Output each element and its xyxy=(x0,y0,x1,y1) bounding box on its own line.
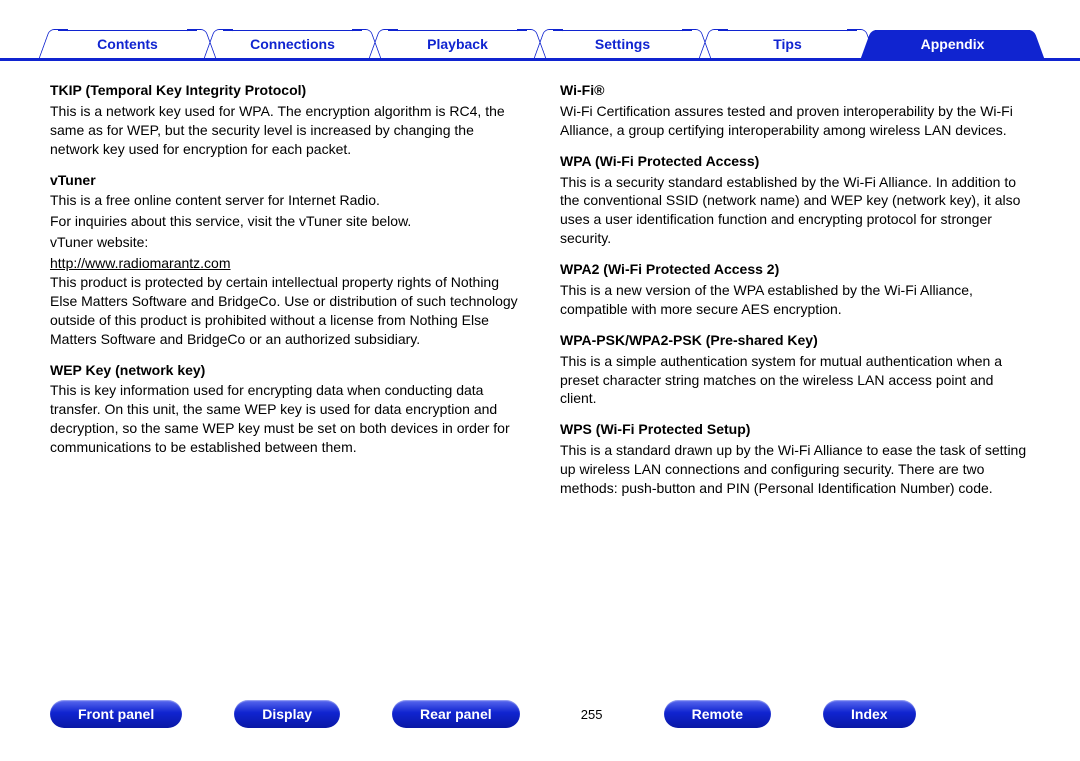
remote-button[interactable]: Remote xyxy=(664,700,771,728)
index-button[interactable]: Index xyxy=(823,700,916,728)
section-body: This is a security standard established … xyxy=(560,173,1030,249)
left-column: TKIP (Temporal Key Integrity Protocol) T… xyxy=(50,81,520,500)
tab-settings[interactable]: Settings xyxy=(545,30,700,58)
pill-label: Display xyxy=(262,706,312,722)
section-body: This is a new version of the WPA establi… xyxy=(560,281,1030,319)
tab-playback[interactable]: Playback xyxy=(380,30,535,58)
tab-label: Connections xyxy=(250,36,335,52)
tab-tips[interactable]: Tips xyxy=(710,30,865,58)
section-body: This is a simple authentication system f… xyxy=(560,352,1030,409)
rear-panel-button[interactable]: Rear panel xyxy=(392,700,520,728)
right-column: Wi-Fi® Wi-Fi Certification assures teste… xyxy=(560,81,1030,500)
display-button[interactable]: Display xyxy=(234,700,340,728)
tab-contents[interactable]: Contents xyxy=(50,30,205,58)
section-body: For inquiries about this service, visit … xyxy=(50,212,520,231)
pill-label: Remote xyxy=(692,706,743,722)
bottom-nav: Front panel Display Rear panel 255 Remot… xyxy=(0,700,1080,728)
tab-appendix[interactable]: Appendix xyxy=(875,30,1030,58)
section-body: This is a free online content server for… xyxy=(50,191,520,210)
tab-label: Playback xyxy=(427,36,488,52)
vtuner-link[interactable]: http://www.radiomarantz.com xyxy=(50,254,231,273)
section-title-wifi: Wi-Fi® xyxy=(560,81,1030,100)
section-body: This is a network key used for WPA. The … xyxy=(50,102,520,159)
pill-label: Front panel xyxy=(78,706,154,722)
section-body: This product is protected by certain int… xyxy=(50,273,520,349)
section-body: This is a standard drawn up by the Wi-Fi… xyxy=(560,441,1030,498)
pill-label: Rear panel xyxy=(420,706,492,722)
pill-label: Index xyxy=(851,706,888,722)
section-title-wpa: WPA (Wi-Fi Protected Access) xyxy=(560,152,1030,171)
top-nav: Contents Connections Playback Settings T… xyxy=(0,0,1080,61)
section-body: vTuner website: xyxy=(50,233,520,252)
section-title-wps: WPS (Wi-Fi Protected Setup) xyxy=(560,420,1030,439)
page-number: 255 xyxy=(572,707,612,722)
tab-label: Settings xyxy=(595,36,650,52)
section-title-tkip: TKIP (Temporal Key Integrity Protocol) xyxy=(50,81,520,100)
section-title-vtuner: vTuner xyxy=(50,171,520,190)
section-title-wpa2: WPA2 (Wi-Fi Protected Access 2) xyxy=(560,260,1030,279)
section-body: Wi-Fi Certification assures tested and p… xyxy=(560,102,1030,140)
section-body: This is key information used for encrypt… xyxy=(50,381,520,457)
section-title-psk: WPA-PSK/WPA2-PSK (Pre-shared Key) xyxy=(560,331,1030,350)
section-title-wep: WEP Key (network key) xyxy=(50,361,520,380)
tab-label: Tips xyxy=(773,36,802,52)
tab-label: Appendix xyxy=(921,36,985,52)
tab-label: Contents xyxy=(97,36,158,52)
tab-connections[interactable]: Connections xyxy=(215,30,370,58)
content-area: TKIP (Temporal Key Integrity Protocol) T… xyxy=(0,61,1080,500)
front-panel-button[interactable]: Front panel xyxy=(50,700,182,728)
